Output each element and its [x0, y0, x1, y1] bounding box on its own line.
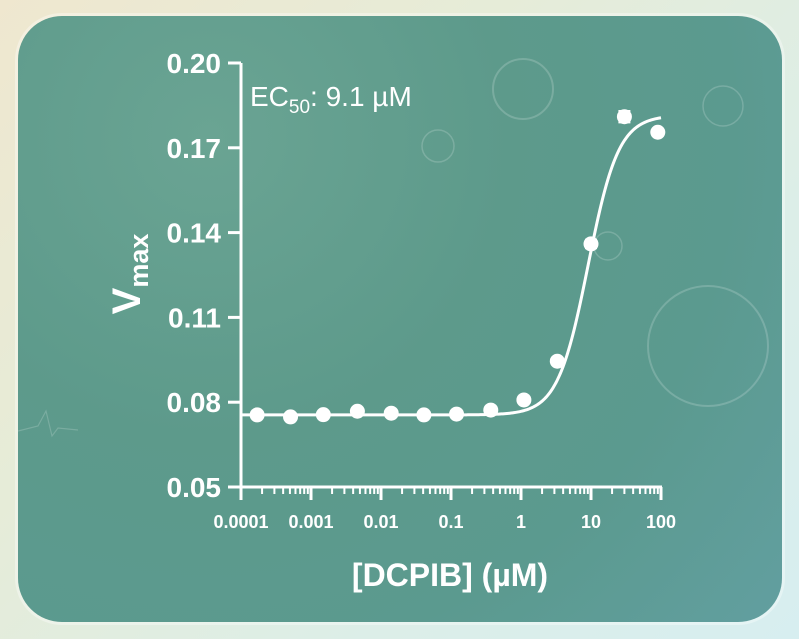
y-ticks: 0.05 0.08 0.11 0.14 0.17 0.20 — [167, 48, 241, 503]
data-points — [249, 109, 666, 425]
x-ticks: 0.0001 0.001 0.01 0.1 1 10 100 — [213, 487, 676, 532]
y-tick-label: 0.11 — [168, 302, 221, 333]
ec50-suffix: : 9.1 µM — [310, 81, 412, 112]
x-tick-label: 0.0001 — [213, 512, 268, 532]
data-point — [383, 405, 399, 421]
data-point — [483, 402, 499, 418]
y-axis-title-main: V — [105, 287, 149, 314]
x-minor-ticks — [261, 487, 659, 494]
y-tick-label: 0.20 — [167, 48, 222, 79]
axes — [239, 63, 662, 489]
x-tick-label: 0.01 — [363, 512, 398, 532]
fit-curve — [241, 116, 662, 417]
x-tick-label: 10 — [581, 512, 601, 532]
x-tick-label: 0.001 — [288, 512, 333, 532]
data-point — [549, 353, 565, 369]
data-point — [616, 109, 632, 125]
y-tick-label: 0.05 — [167, 472, 222, 503]
ec50-prefix: EC — [250, 81, 289, 112]
data-point — [516, 392, 532, 408]
data-point — [416, 407, 432, 423]
data-point — [249, 407, 265, 423]
data-point — [315, 407, 331, 423]
background-decoration — [18, 58, 769, 438]
y-axis-title-sub: max — [124, 234, 154, 288]
chart-card: 0.05 0.08 0.11 0.14 0.17 0.20 0.0001 0.001 0.01… — [18, 16, 782, 622]
data-point — [650, 124, 666, 140]
x-axis-title: [DCPIB] (µM) — [352, 557, 548, 593]
y-tick-label: 0.08 — [167, 387, 222, 418]
ec50-annotation: EC50: 9.1 µM — [250, 81, 412, 118]
data-point — [349, 403, 365, 419]
x-tick-label: 0.1 — [438, 512, 463, 532]
y-tick-label: 0.17 — [167, 133, 222, 164]
dose-response-chart: 0.050.080.110.140.170.20 0.0001 0.001 0.01… — [18, 48, 769, 593]
y-tick-label: 0.14 — [167, 218, 222, 249]
data-point — [449, 406, 465, 422]
ec50-subscript: 50 — [289, 97, 310, 118]
x-tick-label: 1 — [516, 512, 526, 532]
data-point — [583, 236, 599, 252]
x-tick-label: 100 — [646, 512, 676, 532]
data-point — [283, 409, 299, 425]
y-axis-title: Vmax — [105, 234, 154, 315]
